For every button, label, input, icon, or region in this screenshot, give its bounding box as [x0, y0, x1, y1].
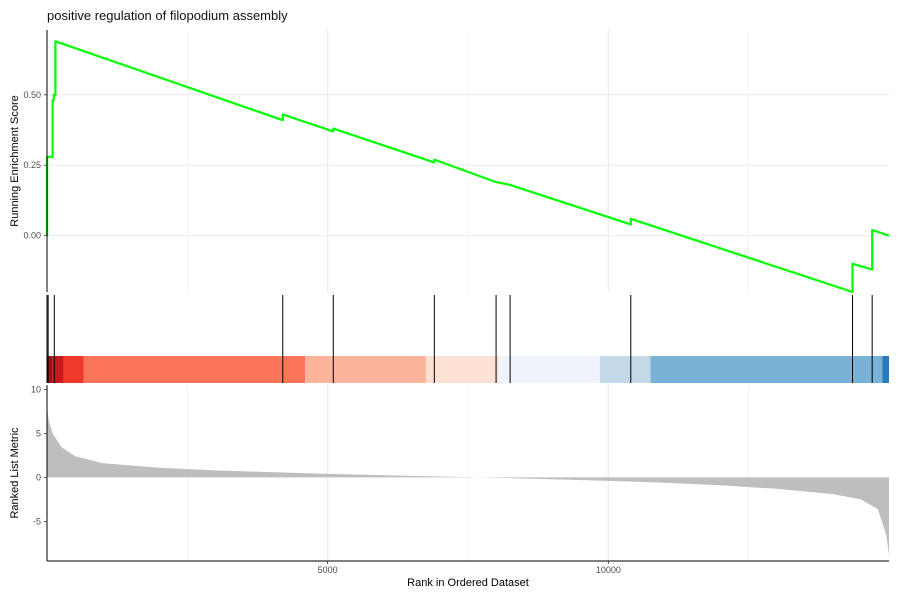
metric-y-tick-label: -5 — [33, 516, 41, 526]
color-band-segment — [498, 356, 600, 383]
running-enrichment-score-line — [45, 40, 890, 294]
metric-y-tick-label: 10 — [31, 384, 41, 394]
color-band-segment — [63, 356, 84, 383]
color-band-segment — [599, 356, 651, 383]
color-band-segment — [425, 356, 499, 383]
es-y-tick-label: 0.50 — [23, 90, 41, 100]
es-y-axis-title: Running Enrichment Score — [9, 95, 21, 226]
x-tick-label: 5000 — [318, 565, 338, 575]
color-band-segment — [52, 356, 64, 383]
x-axis-title: Rank in Ordered Dataset — [407, 577, 529, 589]
es-y-tick-label: 0.25 — [23, 160, 41, 170]
es-y-tick-label: 0.00 — [23, 231, 41, 241]
metric-y-axis-title: Ranked List Metric — [9, 427, 21, 519]
color-band-segment — [650, 356, 883, 383]
chart-title: positive regulation of filopodium assemb… — [47, 8, 288, 23]
metric-y-tick-label: 5 — [36, 428, 41, 438]
color-band-segment — [83, 356, 306, 383]
metric-y-tick-label: 0 — [36, 472, 41, 482]
ranked-list-metric-area — [47, 407, 889, 555]
color-band-segment — [305, 356, 426, 383]
color-band-segment — [882, 356, 889, 383]
color-band-segment — [47, 356, 53, 383]
x-tick-label: 10000 — [596, 565, 621, 575]
